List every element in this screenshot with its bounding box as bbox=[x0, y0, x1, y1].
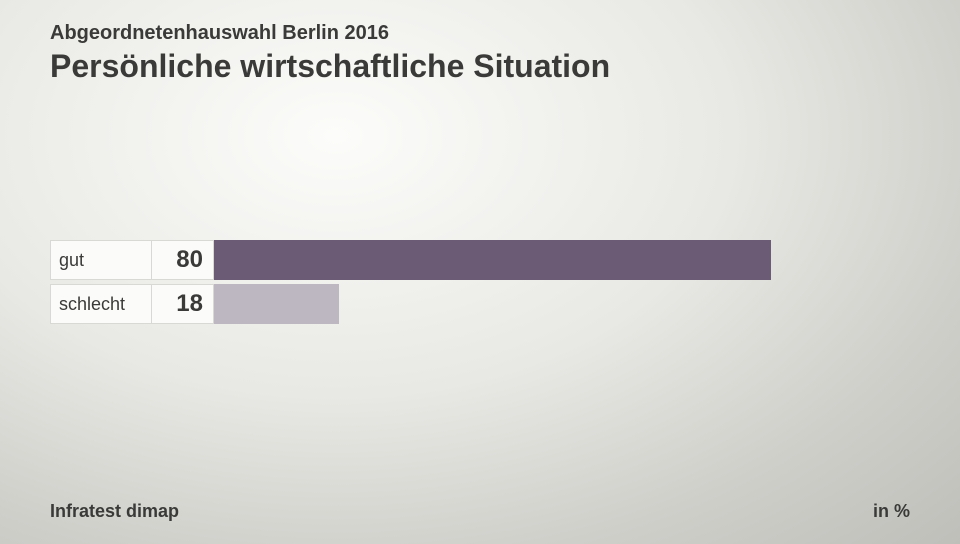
footer-unit: in % bbox=[873, 501, 910, 522]
bar-value: 80 bbox=[152, 240, 214, 280]
bar-track bbox=[214, 284, 910, 324]
bar-row: gut 80 bbox=[50, 240, 910, 280]
bar-row: schlecht 18 bbox=[50, 284, 910, 324]
chart-area: gut 80 schlecht 18 bbox=[50, 240, 910, 328]
bar-value: 18 bbox=[152, 284, 214, 324]
bar-label: gut bbox=[50, 240, 152, 280]
bar-label: schlecht bbox=[50, 284, 152, 324]
bar-fill bbox=[214, 284, 339, 324]
footer-source: Infratest dimap bbox=[50, 501, 179, 522]
bar-track bbox=[214, 240, 910, 280]
chart-supertitle: Abgeordnetenhauswahl Berlin 2016 bbox=[50, 22, 389, 45]
bar-fill bbox=[214, 240, 771, 280]
chart-title: Persönliche wirtschaftliche Situation bbox=[50, 48, 610, 85]
